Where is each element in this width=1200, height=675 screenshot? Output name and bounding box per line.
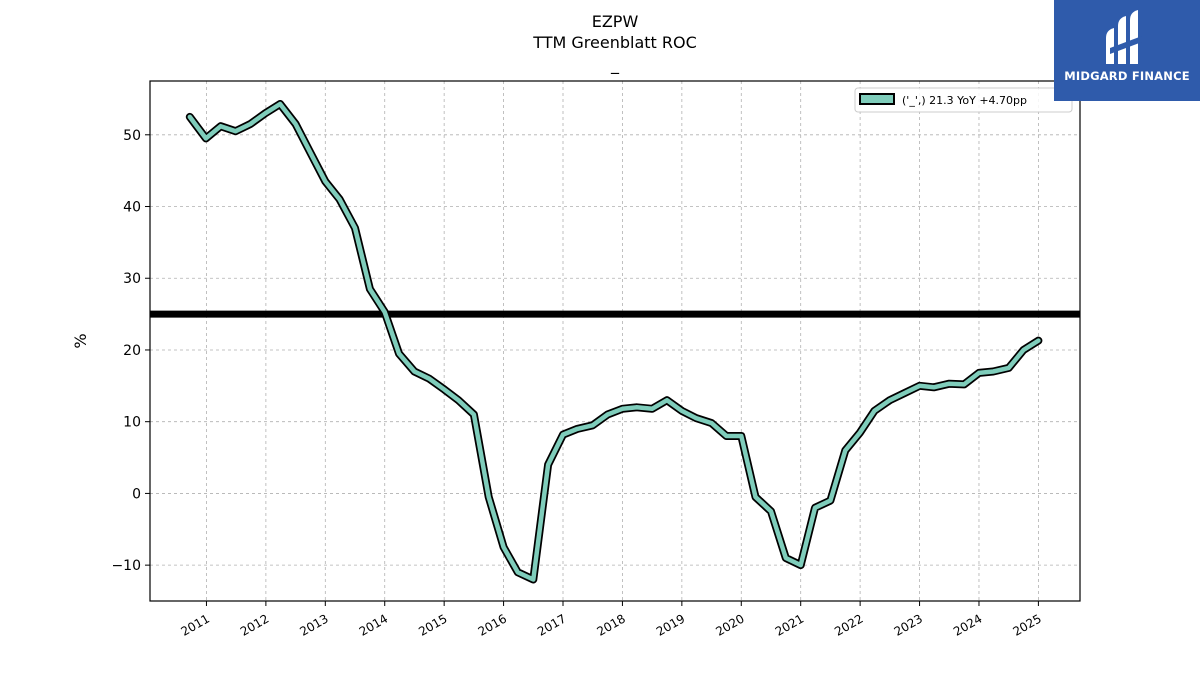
x-tick-label: 2025 bbox=[1010, 611, 1043, 638]
x-tick-label: 2021 bbox=[773, 611, 806, 638]
x-tick-label: 2015 bbox=[416, 611, 449, 638]
x-tick-label: 2023 bbox=[892, 611, 925, 638]
x-tick-label: 2013 bbox=[297, 611, 330, 638]
x-tick-label: 2024 bbox=[951, 611, 984, 638]
x-tick-label: 2014 bbox=[357, 611, 390, 638]
series-layer bbox=[185, 100, 1043, 584]
x-tick-label: 2017 bbox=[535, 611, 568, 638]
chart-subtitle-2: _ bbox=[610, 55, 620, 75]
x-tick-label: 2018 bbox=[594, 611, 627, 638]
x-tick-label: 2012 bbox=[238, 611, 271, 638]
y-axis-label: % bbox=[71, 333, 90, 348]
y-axis: −10 0 10 20 30 40 50 bbox=[111, 128, 150, 574]
chart-title: EZPW bbox=[592, 12, 639, 31]
logo-name: MIDGARD FINANCE bbox=[1064, 69, 1190, 83]
y-tick-label: 30 bbox=[123, 271, 141, 287]
chart-subtitle: TTM Greenblatt ROC bbox=[532, 33, 697, 52]
y-tick-label: 50 bbox=[123, 128, 141, 144]
y-tick-label: 0 bbox=[132, 486, 141, 502]
x-tick-label: 2019 bbox=[654, 611, 687, 638]
logo-mark-icon bbox=[1106, 10, 1142, 64]
y-tick-label: −10 bbox=[111, 558, 141, 574]
legend: ('_',) 21.3 YoY +4.70pp bbox=[854, 87, 1073, 113]
y-tick-label: 40 bbox=[123, 200, 141, 216]
x-tick-label: 2016 bbox=[476, 611, 509, 638]
legend-label: ('_',) 21.3 YoY +4.70pp bbox=[902, 94, 1027, 107]
y-tick-label: 10 bbox=[123, 415, 141, 431]
x-tick-label: 2022 bbox=[832, 611, 865, 638]
grid bbox=[150, 81, 1080, 601]
series-line bbox=[187, 101, 1041, 582]
plot-frame bbox=[149, 80, 1081, 602]
series-outline bbox=[185, 100, 1043, 584]
x-tick-label: 2020 bbox=[713, 611, 746, 638]
x-axis: 2011 2012 2013 2014 2015 2016 2017 2018 2019 2020… bbox=[178, 601, 1044, 639]
legend-swatch bbox=[859, 93, 895, 105]
x-tick-label: 2011 bbox=[178, 611, 211, 638]
y-tick-label: 20 bbox=[123, 343, 141, 359]
brand-logo: MIDGARD FINANCE bbox=[1054, 0, 1200, 101]
